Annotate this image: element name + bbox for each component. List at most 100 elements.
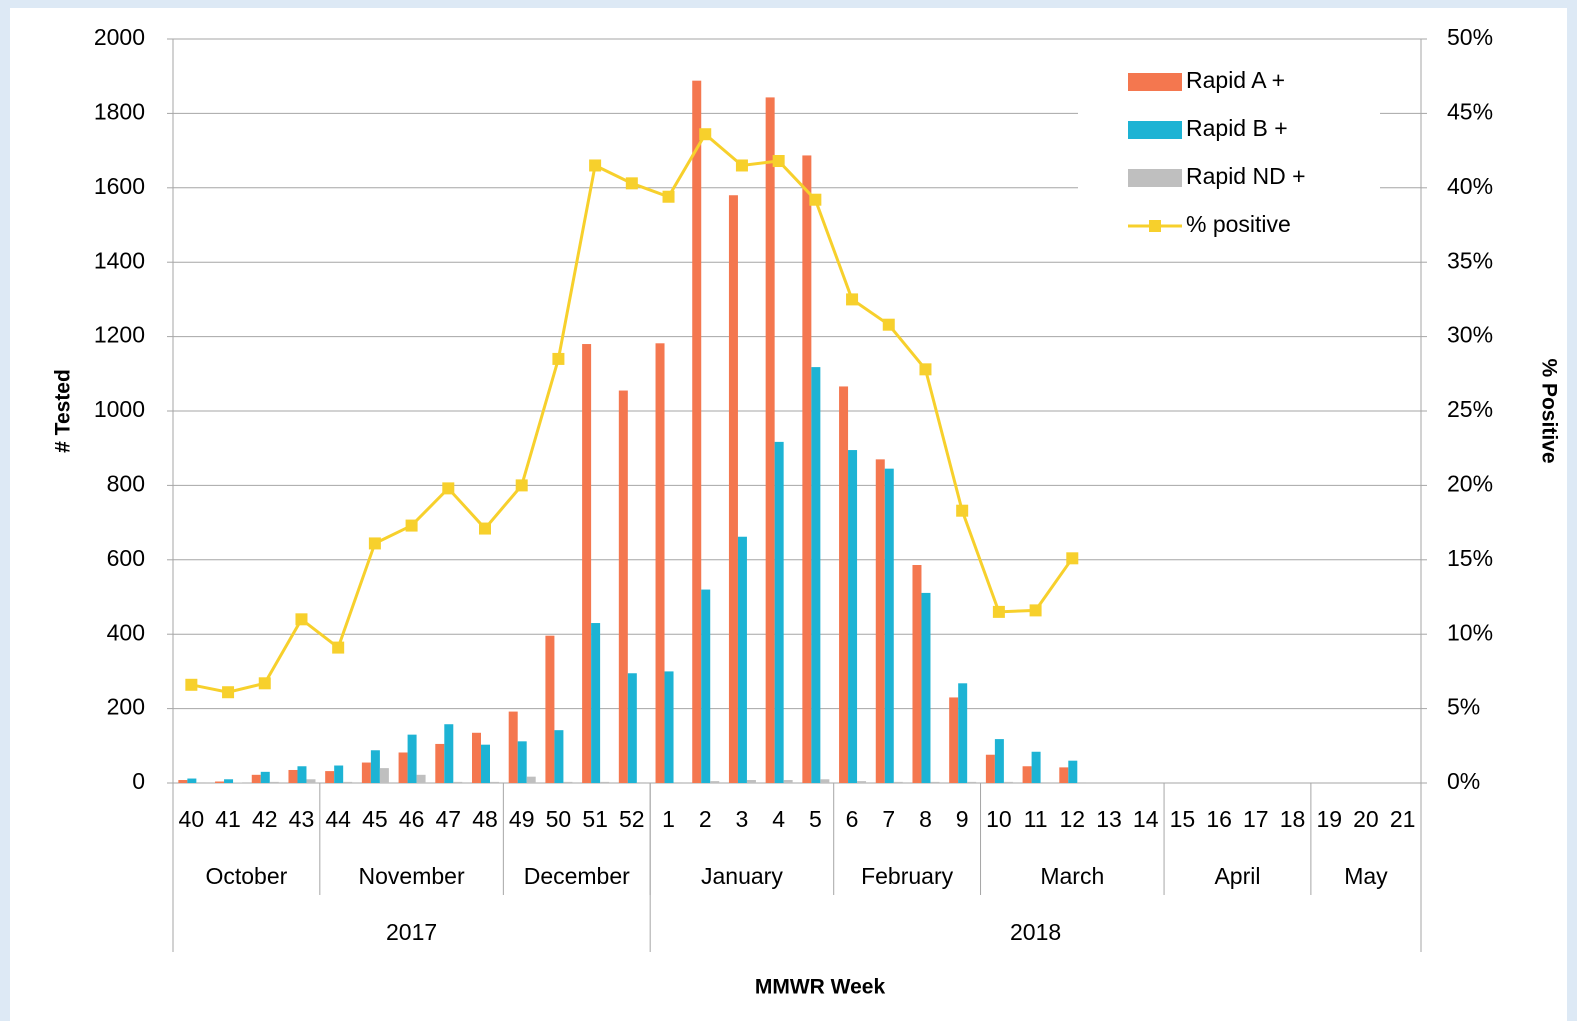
line-marker <box>846 293 859 306</box>
bar <box>994 739 1004 783</box>
line-marker <box>479 522 491 535</box>
bar <box>508 711 518 783</box>
bar <box>481 744 490 783</box>
x-tick-label: 51 <box>582 806 608 832</box>
y-axis-title: # Tested <box>52 369 75 453</box>
bar <box>618 390 628 783</box>
legend-label: % positive <box>1186 211 1291 237</box>
bar <box>893 781 903 783</box>
bar <box>811 367 821 783</box>
x-tick-label: 16 <box>1206 806 1232 832</box>
x-tick-label: 50 <box>546 806 572 832</box>
line-marker <box>295 613 308 626</box>
line-marker <box>992 605 1005 618</box>
y-tick-label: 200 <box>107 694 145 720</box>
bar <box>627 673 637 783</box>
bar <box>178 780 188 783</box>
legend-swatch <box>1149 220 1161 232</box>
y-tick-label: 1000 <box>94 396 145 422</box>
bar <box>251 774 261 783</box>
months-label: December <box>524 863 630 889</box>
bar <box>444 724 454 783</box>
bar <box>269 781 279 783</box>
line-marker <box>1066 552 1079 565</box>
bar <box>875 459 885 783</box>
y2-tick-label: 30% <box>1447 322 1493 348</box>
x-tick-label: 14 <box>1133 806 1159 832</box>
bar <box>912 565 922 783</box>
bar <box>949 697 959 783</box>
line-marker <box>662 190 675 203</box>
y2-tick-label: 15% <box>1447 545 1493 571</box>
bar <box>848 450 858 783</box>
bar <box>728 195 738 784</box>
bar <box>1003 781 1013 783</box>
bar <box>490 781 499 783</box>
bar <box>884 468 894 783</box>
bar <box>967 781 977 783</box>
months-label: February <box>861 863 954 889</box>
bar <box>783 780 793 783</box>
bar <box>857 781 867 783</box>
y2-tick-label: 50% <box>1447 24 1493 50</box>
line-marker <box>625 177 638 190</box>
x-tick-label: 1 <box>662 806 675 832</box>
line-marker <box>735 159 748 172</box>
bar <box>517 741 527 783</box>
months-label: April <box>1214 863 1260 889</box>
x-tick-label: 18 <box>1280 806 1306 832</box>
x-tick-label: 40 <box>179 806 205 832</box>
x-tick-label: 46 <box>399 806 425 832</box>
x-tick-label: 20 <box>1353 806 1379 832</box>
bar <box>1022 766 1032 783</box>
x-tick-label: 13 <box>1096 806 1122 832</box>
months-label: November <box>359 863 465 889</box>
bar <box>1040 782 1050 783</box>
bar <box>600 781 610 783</box>
bar <box>472 732 481 783</box>
bar <box>288 769 298 783</box>
x-tick-label: 17 <box>1243 806 1269 832</box>
legend-label: Rapid ND + <box>1186 163 1306 189</box>
y-tick-label: 800 <box>107 470 145 496</box>
line-marker <box>699 128 712 141</box>
bar <box>930 781 940 783</box>
x-tick-label: 49 <box>509 806 535 832</box>
y-tick-label: 1400 <box>94 247 145 273</box>
bar <box>737 536 747 783</box>
bar <box>591 623 601 783</box>
legend-swatch <box>1128 121 1182 139</box>
bar <box>407 734 417 783</box>
bar <box>398 752 408 783</box>
bar <box>526 776 536 783</box>
x-tick-label: 19 <box>1316 806 1342 832</box>
line-marker <box>442 482 455 495</box>
x-tick-label: 15 <box>1170 806 1196 832</box>
x-tick-label: 9 <box>956 806 969 832</box>
y-tick-label: 0 <box>132 768 145 794</box>
line-marker <box>809 193 822 206</box>
line-marker <box>515 479 528 492</box>
bar <box>370 750 380 783</box>
legend-swatch <box>1128 169 1182 187</box>
bar <box>563 781 573 783</box>
bar <box>306 779 316 783</box>
bar <box>664 671 674 783</box>
y2-tick-label: 10% <box>1447 619 1493 645</box>
y-tick-label: 600 <box>107 545 145 571</box>
bar <box>453 781 463 783</box>
bar <box>582 344 592 783</box>
x-tick-label: 21 <box>1390 806 1416 832</box>
x-tick-label: 8 <box>919 806 932 832</box>
bar <box>655 343 665 783</box>
line-marker <box>919 363 932 376</box>
x-tick-label: 43 <box>289 806 315 832</box>
bar <box>746 780 756 783</box>
bar <box>802 155 812 783</box>
bar <box>379 768 389 783</box>
x-tick-label: 5 <box>809 806 822 832</box>
y2-tick-label: 35% <box>1447 247 1493 273</box>
x-tick-label: 44 <box>325 806 351 832</box>
bar <box>435 743 445 783</box>
legend-label: Rapid A + <box>1186 67 1285 93</box>
